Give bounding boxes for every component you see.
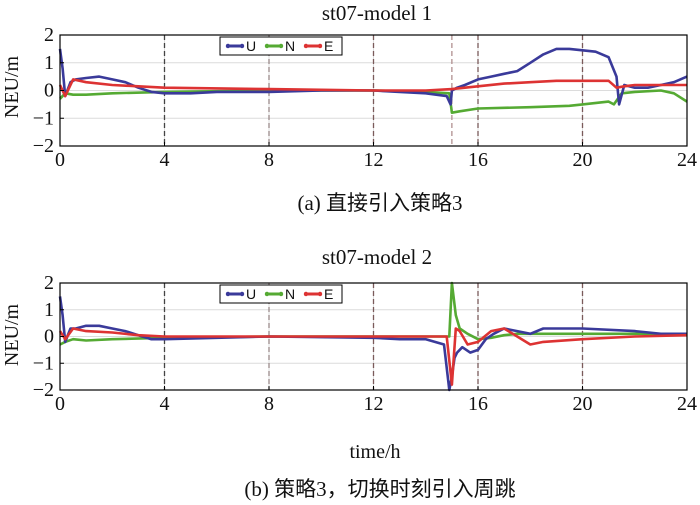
x-axis-label: time/h	[349, 441, 400, 463]
caption: (a) 直接引入策略3	[297, 191, 462, 215]
series-line-N	[59, 89, 688, 114]
series-line-U	[58, 296, 687, 392]
legend-marker	[278, 43, 284, 49]
legend-label-U: U	[246, 38, 256, 54]
legend-marker	[239, 43, 245, 49]
x-tick-label: 12	[364, 149, 384, 171]
chart-title: st07-model 1	[322, 1, 432, 25]
legend-marker	[303, 291, 309, 297]
x-tick-label: 20	[573, 149, 593, 171]
legend-marker	[278, 291, 284, 297]
y-tick-label: 0	[44, 326, 54, 348]
legend-marker	[225, 291, 231, 297]
legend-marker	[239, 291, 245, 297]
legend-marker	[317, 291, 323, 297]
legend-label-N: N	[285, 286, 295, 302]
y-tick-label: −2	[33, 135, 54, 157]
x-tick-label: 8	[264, 393, 274, 415]
y-tick-label: −1	[33, 352, 54, 374]
x-tick-label: 8	[264, 149, 274, 171]
legend-marker	[303, 43, 309, 49]
y-tick-label: 2	[44, 272, 54, 294]
x-tick-label: 4	[160, 149, 170, 171]
legend-marker	[317, 43, 323, 49]
x-tick-label: 16	[468, 393, 488, 415]
x-tick-label: 0	[55, 149, 65, 171]
legend-label-N: N	[285, 38, 295, 54]
x-tick-label: 24	[677, 149, 697, 171]
x-tick-label: 20	[573, 393, 593, 415]
y-tick-label: 0	[44, 80, 54, 102]
y-tick-label: −1	[33, 107, 54, 129]
caption: (b) 策略3，切换时刻引入周跳	[244, 477, 515, 501]
legend-marker	[225, 43, 231, 49]
x-tick-label: 12	[364, 393, 384, 415]
y-tick-label: 1	[44, 299, 54, 321]
series-line-U	[58, 47, 688, 106]
legend-label-U: U	[246, 286, 256, 302]
y-tick-label: 2	[44, 24, 54, 46]
legend-label-E: E	[324, 286, 333, 302]
legend-marker	[264, 43, 270, 49]
chart-title: st07-model 2	[322, 245, 432, 269]
series-line-E	[58, 327, 688, 386]
legend-marker	[264, 291, 270, 297]
x-tick-label: 4	[160, 393, 170, 415]
y-tick-label: 1	[44, 52, 54, 74]
series-line-E	[58, 78, 687, 98]
x-tick-label: 16	[468, 149, 488, 171]
x-tick-label: 0	[55, 393, 65, 415]
y-tick-label: −2	[33, 379, 54, 401]
legend-label-E: E	[324, 38, 333, 54]
y-axis-label: NEU/m	[1, 55, 23, 118]
x-tick-label: 24	[677, 393, 697, 415]
y-axis-label: NEU/m	[1, 303, 23, 366]
